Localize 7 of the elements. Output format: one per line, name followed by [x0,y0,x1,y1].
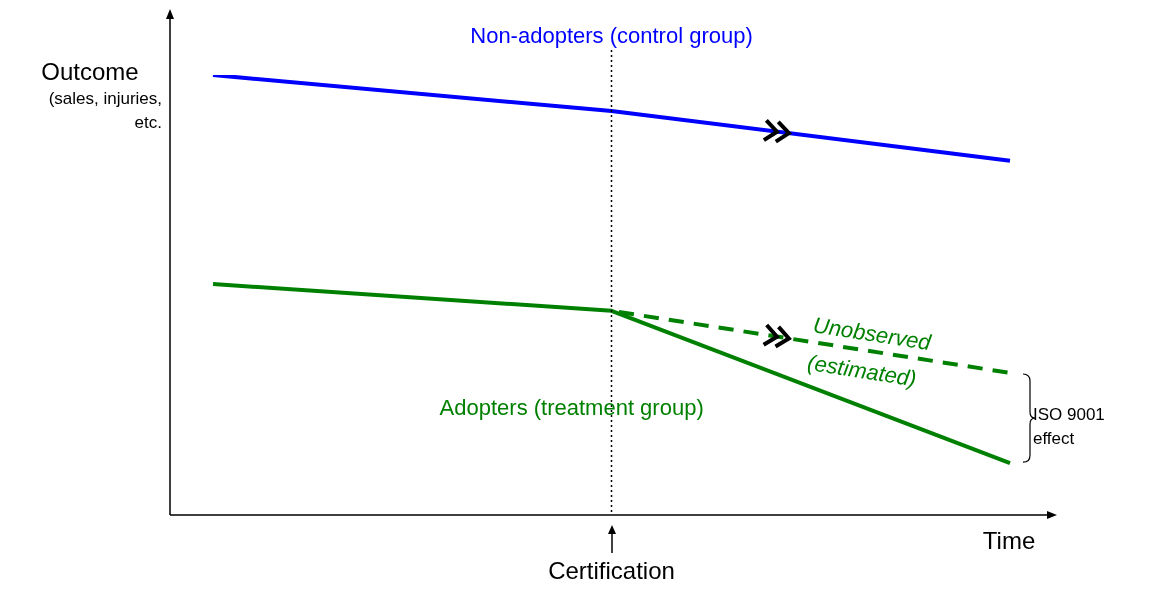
y-axis-title: Outcome (sales, injuries, etc. [41,58,162,132]
text: Unobserved (estimated) [805,312,934,392]
annotation: ISO 9001 effect [1033,405,1105,448]
text: Certification [548,557,675,584]
x-axis-title: Time [982,527,1036,554]
text: Adopters (treatment group) [439,394,704,420]
text: Non-adopters (control group) [470,22,753,48]
